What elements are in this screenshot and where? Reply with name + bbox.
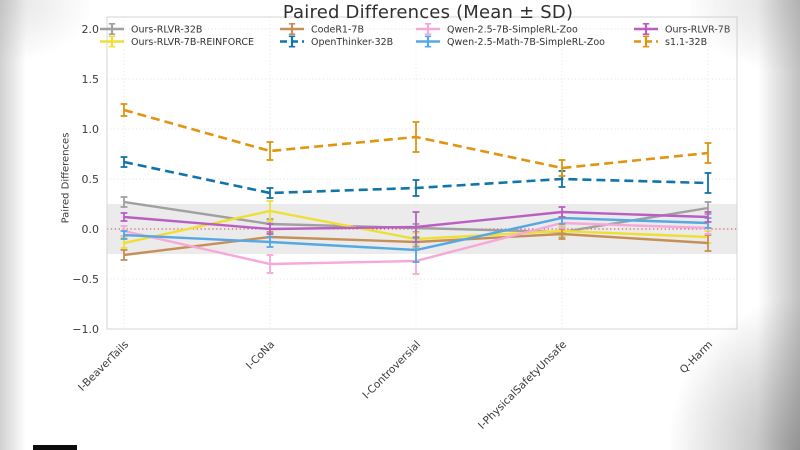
- legend-item-Ours-RLVR-7B-REINFORCE: Ours-RLVR-7B-REINFORCE: [100, 35, 254, 48]
- y-tick-label: 1.0: [82, 123, 100, 136]
- legend-label: CodeR1-7B: [311, 24, 364, 35]
- legend-label: Ours-RLVR-7B-REINFORCE: [131, 37, 254, 48]
- legend-label: Qwen-2.5-7B-SimpleRL-Zoo: [447, 24, 578, 35]
- y-tick-label: 0.5: [82, 173, 100, 186]
- series-line-Ours-RLVR-7B: [120, 206, 712, 243]
- legend-item-Qwen-2.5-Math-7B-SimpleRL-Zoo: Qwen-2.5-Math-7B-SimpleRL-Zoo: [416, 35, 605, 48]
- legend-item-Ours-RLVR-32B: Ours-RLVR-32B: [100, 22, 202, 35]
- legend-label: OpenThinker-32B: [311, 37, 393, 48]
- chart-title: Paired Differences (Mean ± SD): [282, 2, 574, 23]
- x-tick-label: I-PhysicalSafetyUnsafe: [476, 339, 569, 432]
- y-tick-label: −0.5: [72, 273, 99, 286]
- legend-label: Ours-RLVR-32B: [131, 24, 202, 35]
- x-tick-label: I-BeaverTails: [76, 339, 131, 394]
- x-tick-label: I-CoNa: [244, 339, 277, 372]
- y-tick-label: 2.0: [82, 23, 100, 36]
- gridlines: [107, 17, 737, 330]
- series-line-s1.1-32B: [120, 103, 712, 177]
- legend: Ours-RLVR-32B CodeR1-7B Qwen-2.5-7B-Simple…: [100, 22, 730, 48]
- series-line-OpenThinker-32B: [120, 156, 712, 199]
- legend-label: s1.1-32B: [665, 37, 707, 48]
- y-tick-label: −1.0: [72, 323, 99, 336]
- x-tick-label: I-Controversial: [360, 339, 423, 402]
- legend-label: Qwen-2.5-Math-7B-SimpleRL-Zoo: [447, 37, 605, 48]
- x-tick-labels: I-BeaverTails I-CoNa I-Controversial I-Phys…: [76, 339, 715, 432]
- legend-item-CodeR1-7B: CodeR1-7B: [280, 22, 364, 35]
- bottom-left-black-bar: [33, 445, 77, 450]
- legend-item-s1.1-32B: s1.1-32B: [634, 35, 707, 48]
- y-tick-label: 1.5: [82, 73, 100, 86]
- legend-label: Ours-RLVR-7B: [665, 24, 730, 35]
- y-axis-label: Paired Differences: [60, 132, 72, 224]
- legend-item-OpenThinker-32B: OpenThinker-32B: [280, 35, 393, 48]
- y-tick-label: 0.0: [82, 223, 100, 236]
- plot-frame: [106, 16, 738, 330]
- x-tick-label: Q-Harm: [678, 339, 716, 377]
- legend-item-Qwen-2.5-7B-SimpleRL-Zoo: Qwen-2.5-7B-SimpleRL-Zoo: [416, 22, 578, 35]
- legend-item-Ours-RLVR-7B: Ours-RLVR-7B: [634, 22, 730, 35]
- y-tick-labels: 2.0 1.5 1.0 0.5 0.0 −0.5 −1.0: [72, 23, 99, 336]
